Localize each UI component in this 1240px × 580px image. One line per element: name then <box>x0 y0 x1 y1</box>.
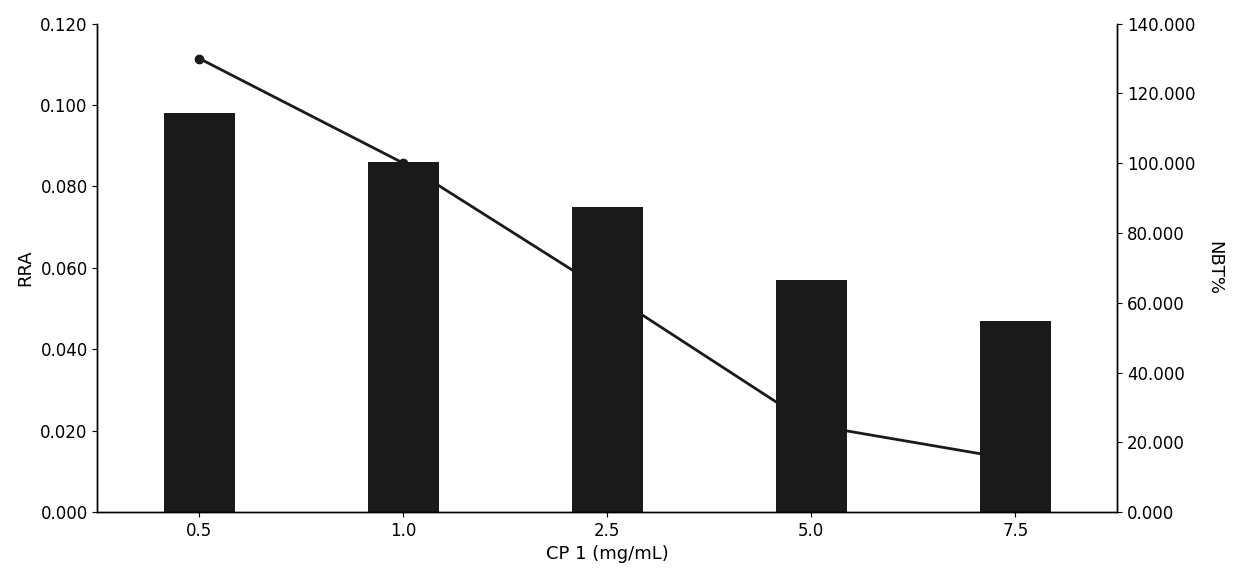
Bar <box>572 207 644 512</box>
Bar <box>368 162 439 512</box>
Bar <box>980 321 1052 512</box>
Y-axis label: NBT%: NBT% <box>1205 241 1224 295</box>
X-axis label: CP 1 (mg/mL): CP 1 (mg/mL) <box>546 545 668 563</box>
Y-axis label: RRA: RRA <box>16 249 35 286</box>
Bar <box>164 113 236 512</box>
Bar <box>776 280 847 512</box>
